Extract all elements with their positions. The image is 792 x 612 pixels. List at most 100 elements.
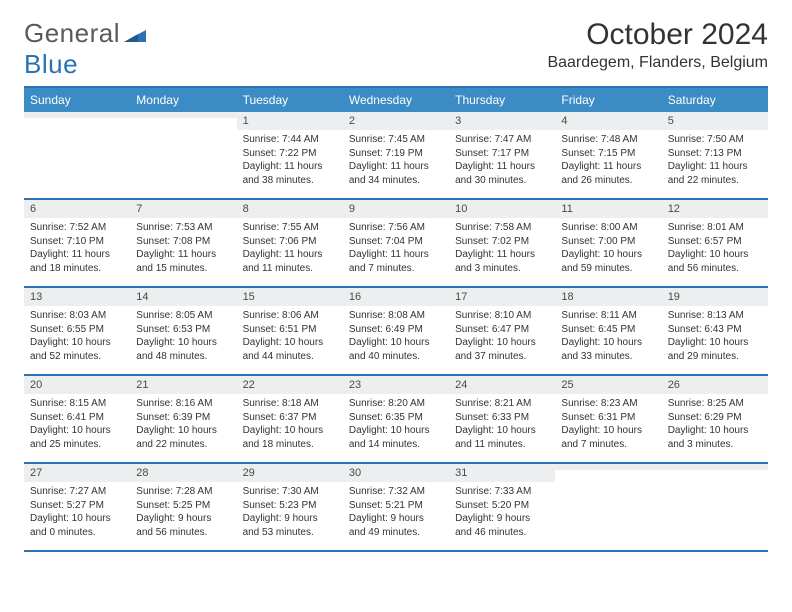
- day-cell: 23Sunrise: 8:20 AMSunset: 6:35 PMDayligh…: [343, 376, 449, 462]
- day-cell: 6Sunrise: 7:52 AMSunset: 7:10 PMDaylight…: [24, 200, 130, 286]
- sunset-text: Sunset: 6:55 PM: [30, 323, 124, 337]
- day-body: Sunrise: 8:20 AMSunset: 6:35 PMDaylight:…: [343, 394, 449, 457]
- day-cell: 14Sunrise: 8:05 AMSunset: 6:53 PMDayligh…: [130, 288, 236, 374]
- daylight-text: Daylight: 11 hours and 7 minutes.: [349, 248, 443, 275]
- dow-sunday: Sunday: [24, 88, 130, 112]
- dow-friday: Friday: [555, 88, 661, 112]
- day-cell: 22Sunrise: 8:18 AMSunset: 6:37 PMDayligh…: [237, 376, 343, 462]
- day-number: 12: [662, 200, 768, 218]
- sunset-text: Sunset: 6:31 PM: [561, 411, 655, 425]
- day-cell: 4Sunrise: 7:48 AMSunset: 7:15 PMDaylight…: [555, 112, 661, 198]
- day-body: Sunrise: 7:48 AMSunset: 7:15 PMDaylight:…: [555, 130, 661, 193]
- daylight-text: Daylight: 10 hours and 33 minutes.: [561, 336, 655, 363]
- daylight-text: Daylight: 10 hours and 25 minutes.: [30, 424, 124, 451]
- day-body: Sunrise: 7:28 AMSunset: 5:25 PMDaylight:…: [130, 482, 236, 545]
- sunset-text: Sunset: 6:35 PM: [349, 411, 443, 425]
- day-of-week-row: Sunday Monday Tuesday Wednesday Thursday…: [24, 88, 768, 112]
- sunrise-text: Sunrise: 8:23 AM: [561, 397, 655, 411]
- day-number: 26: [662, 376, 768, 394]
- daylight-text: Daylight: 11 hours and 38 minutes.: [243, 160, 337, 187]
- day-body: [555, 470, 661, 479]
- day-cell: 15Sunrise: 8:06 AMSunset: 6:51 PMDayligh…: [237, 288, 343, 374]
- day-body: Sunrise: 7:55 AMSunset: 7:06 PMDaylight:…: [237, 218, 343, 281]
- daylight-text: Daylight: 10 hours and 7 minutes.: [561, 424, 655, 451]
- daylight-text: Daylight: 10 hours and 56 minutes.: [668, 248, 762, 275]
- day-body: Sunrise: 8:05 AMSunset: 6:53 PMDaylight:…: [130, 306, 236, 369]
- sunrise-text: Sunrise: 7:47 AM: [455, 133, 549, 147]
- day-number: 15: [237, 288, 343, 306]
- day-number: 14: [130, 288, 236, 306]
- sunset-text: Sunset: 6:49 PM: [349, 323, 443, 337]
- sunrise-text: Sunrise: 7:32 AM: [349, 485, 443, 499]
- day-number: 16: [343, 288, 449, 306]
- day-body: Sunrise: 7:52 AMSunset: 7:10 PMDaylight:…: [24, 218, 130, 281]
- sunrise-text: Sunrise: 8:10 AM: [455, 309, 549, 323]
- day-number: 29: [237, 464, 343, 482]
- daylight-text: Daylight: 10 hours and 11 minutes.: [455, 424, 549, 451]
- day-number: 22: [237, 376, 343, 394]
- sunset-text: Sunset: 6:47 PM: [455, 323, 549, 337]
- day-cell: 16Sunrise: 8:08 AMSunset: 6:49 PMDayligh…: [343, 288, 449, 374]
- daylight-text: Daylight: 10 hours and 52 minutes.: [30, 336, 124, 363]
- day-number: 23: [343, 376, 449, 394]
- day-number: 31: [449, 464, 555, 482]
- day-cell: 30Sunrise: 7:32 AMSunset: 5:21 PMDayligh…: [343, 464, 449, 550]
- day-body: Sunrise: 8:11 AMSunset: 6:45 PMDaylight:…: [555, 306, 661, 369]
- daylight-text: Daylight: 10 hours and 37 minutes.: [455, 336, 549, 363]
- day-number: 21: [130, 376, 236, 394]
- day-cell: 17 Sunrise: 8:10 AMSunset: 6:47 PMDayligh…: [449, 288, 555, 374]
- sunrise-text: Sunrise: 8:03 AM: [30, 309, 124, 323]
- daylight-text: Daylight: 10 hours and 44 minutes.: [243, 336, 337, 363]
- day-cell: [662, 464, 768, 550]
- dow-saturday: Saturday: [662, 88, 768, 112]
- sunset-text: Sunset: 7:22 PM: [243, 147, 337, 161]
- daylight-text: Daylight: 11 hours and 15 minutes.: [136, 248, 230, 275]
- sunrise-text: Sunrise: 7:56 AM: [349, 221, 443, 235]
- day-cell: [24, 112, 130, 198]
- sunset-text: Sunset: 6:37 PM: [243, 411, 337, 425]
- day-cell: [130, 112, 236, 198]
- sunset-text: Sunset: 7:04 PM: [349, 235, 443, 249]
- day-number: 8: [237, 200, 343, 218]
- header: General Blue October 2024 Baardegem, Fla…: [24, 18, 768, 80]
- day-cell: 20Sunrise: 8:15 AMSunset: 6:41 PMDayligh…: [24, 376, 130, 462]
- logo-word1: General: [24, 18, 120, 48]
- day-body: Sunrise: 7:47 AMSunset: 7:17 PMDaylight:…: [449, 130, 555, 193]
- sunset-text: Sunset: 6:39 PM: [136, 411, 230, 425]
- day-cell: 11Sunrise: 8:00 AMSunset: 7:00 PMDayligh…: [555, 200, 661, 286]
- day-number: 3: [449, 112, 555, 130]
- sunrise-text: Sunrise: 8:00 AM: [561, 221, 655, 235]
- sunrise-text: Sunrise: 7:48 AM: [561, 133, 655, 147]
- daylight-text: Daylight: 9 hours and 49 minutes.: [349, 512, 443, 539]
- location: Baardegem, Flanders, Belgium: [547, 54, 768, 72]
- daylight-text: Daylight: 10 hours and 59 minutes.: [561, 248, 655, 275]
- daylight-text: Daylight: 9 hours and 53 minutes.: [243, 512, 337, 539]
- dow-thursday: Thursday: [449, 88, 555, 112]
- daylight-text: Daylight: 10 hours and 18 minutes.: [243, 424, 337, 451]
- weeks-container: 1Sunrise: 7:44 AMSunset: 7:22 PMDaylight…: [24, 112, 768, 552]
- sunrise-text: Sunrise: 8:15 AM: [30, 397, 124, 411]
- day-number: 17: [449, 288, 555, 306]
- day-cell: 29Sunrise: 7:30 AMSunset: 5:23 PMDayligh…: [237, 464, 343, 550]
- sunrise-text: Sunrise: 7:33 AM: [455, 485, 549, 499]
- daylight-text: Daylight: 10 hours and 22 minutes.: [136, 424, 230, 451]
- day-cell: 26Sunrise: 8:25 AMSunset: 6:29 PMDayligh…: [662, 376, 768, 462]
- daylight-text: Daylight: 9 hours and 46 minutes.: [455, 512, 549, 539]
- day-cell: 24Sunrise: 8:21 AMSunset: 6:33 PMDayligh…: [449, 376, 555, 462]
- day-number: 27: [24, 464, 130, 482]
- sunrise-text: Sunrise: 8:08 AM: [349, 309, 443, 323]
- day-body: Sunrise: 8:00 AMSunset: 7:00 PMDaylight:…: [555, 218, 661, 281]
- day-cell: 25Sunrise: 8:23 AMSunset: 6:31 PMDayligh…: [555, 376, 661, 462]
- sunset-text: Sunset: 7:19 PM: [349, 147, 443, 161]
- sunset-text: Sunset: 6:53 PM: [136, 323, 230, 337]
- day-number: 4: [555, 112, 661, 130]
- day-cell: 28Sunrise: 7:28 AMSunset: 5:25 PMDayligh…: [130, 464, 236, 550]
- sunrise-text: Sunrise: 7:52 AM: [30, 221, 124, 235]
- sunset-text: Sunset: 6:41 PM: [30, 411, 124, 425]
- sunset-text: Sunset: 7:00 PM: [561, 235, 655, 249]
- sunset-text: Sunset: 7:02 PM: [455, 235, 549, 249]
- sunrise-text: Sunrise: 8:11 AM: [561, 309, 655, 323]
- day-cell: 12Sunrise: 8:01 AMSunset: 6:57 PMDayligh…: [662, 200, 768, 286]
- sunrise-text: Sunrise: 7:28 AM: [136, 485, 230, 499]
- day-body: Sunrise: 8:01 AMSunset: 6:57 PMDaylight:…: [662, 218, 768, 281]
